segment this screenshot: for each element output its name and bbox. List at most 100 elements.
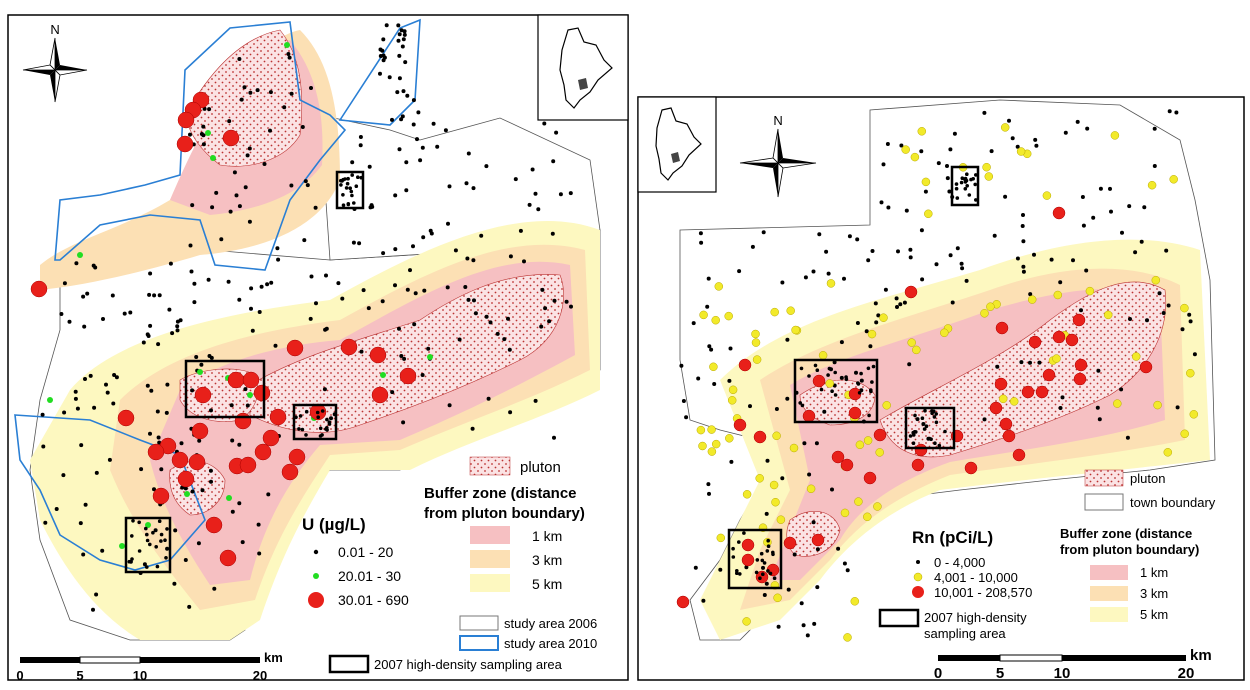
rn-sample-point bbox=[940, 328, 949, 338]
u-sample-point bbox=[159, 532, 164, 537]
u-sample-point bbox=[339, 183, 343, 187]
rn-sample-point bbox=[911, 441, 916, 446]
u-sample-point bbox=[356, 175, 360, 179]
rn-sample-point bbox=[898, 302, 903, 307]
rn-sample-point bbox=[959, 261, 964, 266]
u-sample-point bbox=[401, 420, 406, 425]
left-pluton-legend: pluton Buffer zone (distance from pluton… bbox=[424, 456, 585, 592]
u-sample-point bbox=[81, 552, 86, 557]
u-sample-point bbox=[340, 179, 344, 183]
rn-sample-point bbox=[770, 307, 779, 317]
u-sample-point bbox=[47, 397, 53, 403]
rn-sample-point bbox=[974, 198, 978, 202]
study-2006-swatch bbox=[459, 615, 499, 631]
u-sample-point bbox=[369, 203, 374, 208]
rn-sample-point bbox=[848, 406, 862, 420]
u-sample-point bbox=[314, 301, 318, 306]
rn-sample-point bbox=[830, 487, 834, 492]
rn-sample-point bbox=[856, 382, 861, 386]
rn-sample-point bbox=[693, 565, 698, 570]
left-buffer-legend-items: 1 km 3 km 5 km bbox=[470, 526, 562, 592]
rn-sample-point bbox=[886, 205, 891, 210]
rn-sample-point bbox=[1084, 268, 1089, 273]
rn-sample-point bbox=[963, 180, 968, 184]
left-buffer-title-2: from pluton boundary) bbox=[424, 505, 585, 522]
rn-sample-point bbox=[989, 149, 994, 154]
rn-sample-point bbox=[921, 422, 926, 426]
u-sample-point bbox=[533, 398, 538, 403]
rn-sample-point bbox=[922, 427, 927, 431]
right-north-arrow: N bbox=[739, 113, 817, 198]
u-sample-point bbox=[179, 441, 184, 446]
u-sample-point bbox=[172, 581, 177, 586]
u-sample-point bbox=[346, 176, 350, 181]
u-sample-point bbox=[345, 181, 350, 186]
u-sample-point bbox=[381, 37, 386, 42]
rn-sample-point bbox=[1021, 385, 1035, 399]
u-sample-point bbox=[249, 286, 254, 291]
rn-sample-point bbox=[962, 177, 967, 181]
u-sample-point bbox=[205, 130, 211, 136]
u-sample-point bbox=[110, 293, 115, 298]
u-sample-point bbox=[357, 241, 362, 246]
u-sample-point bbox=[402, 29, 407, 34]
rn-sample-point bbox=[814, 441, 819, 446]
u-sample-point bbox=[226, 279, 231, 284]
u-sample-point bbox=[518, 228, 523, 233]
rn-sample-point bbox=[952, 131, 957, 136]
rn-sample-point bbox=[772, 576, 777, 580]
u-sample-point bbox=[399, 367, 417, 385]
u-sample-point bbox=[484, 314, 489, 319]
u-sample-point bbox=[176, 135, 194, 153]
u-sample-point bbox=[431, 121, 436, 126]
rn-sample-point bbox=[1079, 308, 1083, 313]
u-sample-point bbox=[323, 327, 328, 332]
u-sample-point bbox=[348, 186, 353, 190]
rn-sample-point bbox=[1139, 360, 1153, 374]
rn-sample-point bbox=[766, 538, 770, 543]
rn-sample-point bbox=[712, 382, 717, 386]
u-sample-point bbox=[401, 89, 406, 94]
u-sample-point bbox=[262, 429, 280, 447]
u-sample-point bbox=[94, 470, 99, 475]
u-sample-point bbox=[234, 412, 252, 430]
left-scale-bar: km 0 5 10 20 bbox=[16, 650, 282, 683]
rn-sample-point bbox=[967, 193, 972, 197]
rn-buffer-swatch-1 bbox=[1090, 586, 1128, 601]
rn-sample-point bbox=[971, 177, 975, 181]
rn-buffer-title-1: Buffer zone (distance bbox=[1060, 526, 1192, 541]
rn-sample-point bbox=[867, 329, 877, 339]
rn-sample-point bbox=[1042, 368, 1056, 382]
rn-sample-point bbox=[761, 565, 765, 570]
rn-sample-point bbox=[1095, 405, 1100, 410]
rn-sample-point bbox=[995, 321, 1009, 335]
u-sample-point bbox=[152, 293, 157, 298]
u-sample-point bbox=[188, 243, 193, 248]
rn-sample-point bbox=[815, 368, 820, 373]
rn-sample-point bbox=[1019, 360, 1024, 365]
rn-sample-point bbox=[807, 472, 812, 477]
rn-sample-point bbox=[751, 338, 761, 347]
u-sample-point bbox=[222, 129, 240, 147]
rn-sample-point bbox=[848, 387, 862, 401]
rn-sample-point bbox=[899, 143, 904, 148]
u-sample-point bbox=[167, 307, 172, 312]
rn-sample-point bbox=[984, 172, 994, 181]
rn-sample-point bbox=[755, 558, 760, 562]
rn-sample-point bbox=[773, 593, 782, 603]
rn-sample-point bbox=[1073, 372, 1087, 386]
rn-sample-point bbox=[1021, 269, 1026, 274]
rn-sample-point bbox=[1021, 213, 1025, 217]
rn-sample-point bbox=[955, 246, 960, 251]
left-class-symbol-1 bbox=[313, 573, 319, 579]
u-sample-point bbox=[148, 431, 152, 436]
rn-sample-point bbox=[963, 187, 968, 191]
u-sample-point bbox=[384, 23, 389, 28]
u-sample-point bbox=[404, 188, 409, 193]
u-sample-point bbox=[247, 219, 252, 224]
rn-sample-point bbox=[831, 450, 845, 464]
rn-sample-point bbox=[973, 182, 977, 187]
rn-sample-point bbox=[920, 277, 925, 282]
rn-sample-point bbox=[698, 441, 707, 451]
u-sample-point bbox=[540, 287, 545, 292]
